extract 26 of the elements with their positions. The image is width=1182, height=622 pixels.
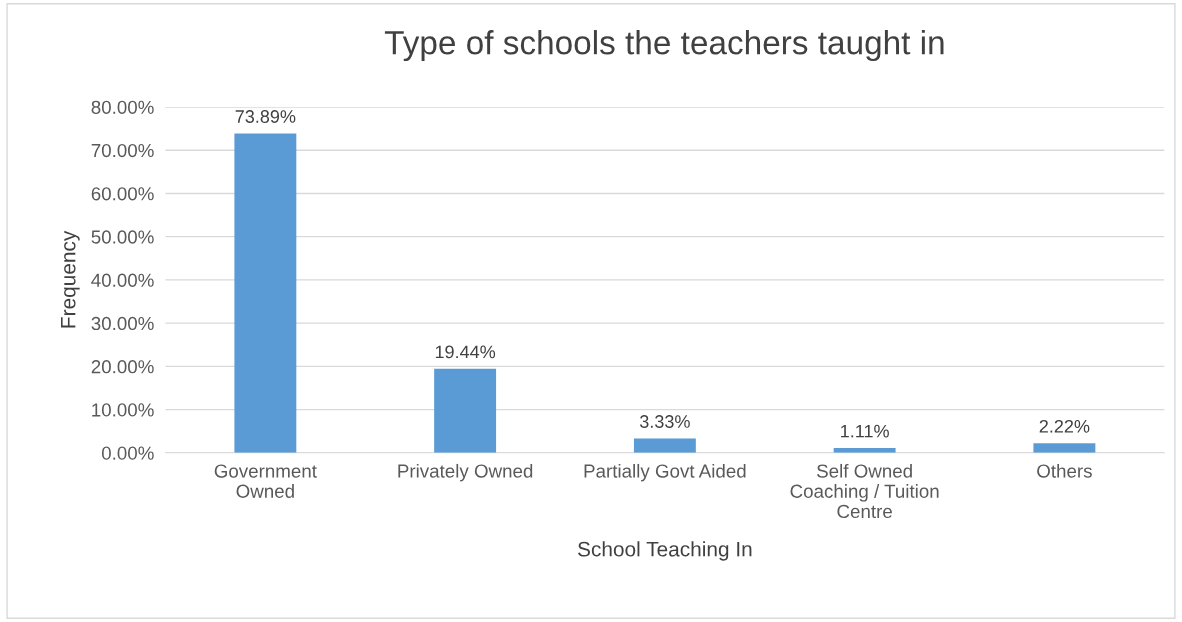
y-tick-label: 20.00%: [91, 360, 154, 374]
y-tick-label: 50.00%: [91, 230, 154, 244]
data-label: 1.11%: [841, 424, 889, 438]
x-tick-label: Government Owned: [214, 464, 317, 498]
x-tick-label: Self Owned Coaching / Tuition Centre: [790, 463, 939, 519]
x-axis-title: School Teaching In: [577, 541, 752, 561]
data-label: 3.33%: [639, 415, 690, 428]
bar: [1033, 443, 1096, 453]
data-label: 73.89%: [235, 110, 296, 123]
bar: [234, 133, 297, 453]
y-tick-label: 0.00%: [101, 446, 154, 460]
data-label: 2.22%: [1039, 419, 1090, 433]
y-tick-label: 70.00%: [91, 143, 154, 158]
x-tick-label: Privately Owned: [398, 463, 533, 482]
x-tick-label: Others: [1037, 463, 1092, 478]
bar: [633, 438, 696, 453]
x-tick-label: Partially Govt Aided: [584, 463, 746, 482]
y-tick-label: 10.00%: [92, 403, 154, 417]
data-label: 19.44%: [435, 345, 496, 359]
chart-title: Type of schools the teachers taught in: [384, 30, 944, 62]
y-tick-label: 60.00%: [91, 187, 154, 201]
y-tick-label: 40.00%: [91, 273, 154, 287]
y-axis-title: Frequency: [61, 230, 80, 328]
bar: [434, 368, 497, 453]
y-tick-label: 80.00%: [91, 100, 154, 114]
y-tick-label: 30.00%: [91, 316, 154, 331]
